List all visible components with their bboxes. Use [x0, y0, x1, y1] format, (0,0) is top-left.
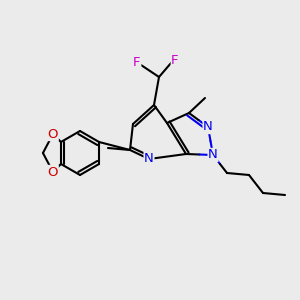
Text: N: N: [144, 152, 154, 166]
Text: F: F: [133, 56, 141, 70]
Text: N: N: [208, 148, 218, 161]
Text: O: O: [48, 166, 58, 178]
Text: O: O: [48, 128, 58, 140]
Text: F: F: [171, 55, 179, 68]
Text: N: N: [203, 121, 213, 134]
